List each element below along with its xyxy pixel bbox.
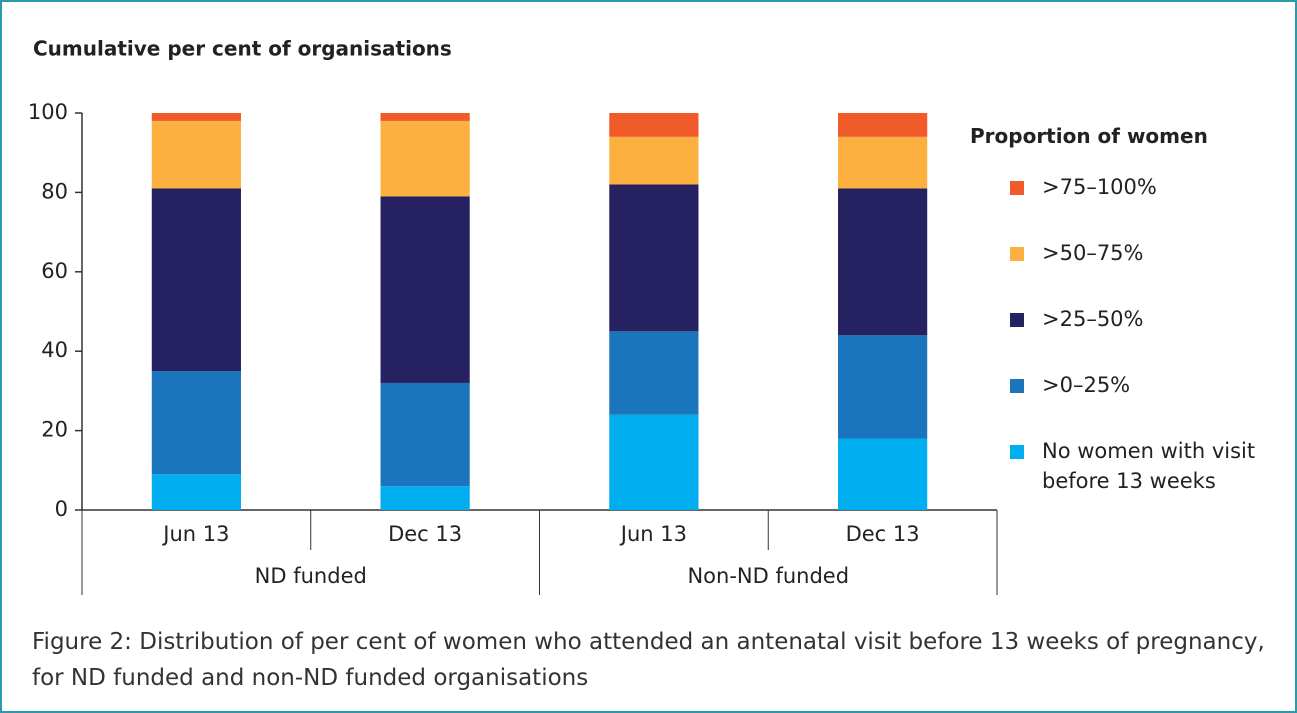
bar-segment (609, 113, 699, 137)
legend-swatch (1010, 247, 1024, 261)
legend-item: >75–100% (970, 172, 1220, 238)
bar-segment (838, 188, 928, 336)
bar-segment (838, 335, 928, 439)
group-label: Non-ND funded (687, 564, 849, 588)
legend-item: No women with visit before 13 weeks (970, 436, 1255, 502)
bar-segment (609, 136, 699, 185)
legend-label: No women with visit before 13 weeks (1042, 439, 1256, 493)
bar-segment (380, 486, 470, 510)
bar-segment (380, 120, 470, 197)
chart-title: Cumulative per cent of organisations (33, 37, 452, 61)
legend-swatch (1010, 181, 1024, 195)
legend-label: >0–25% (1042, 373, 1131, 397)
group-label: ND funded (255, 564, 367, 588)
legend-swatch (1010, 313, 1024, 327)
x-tick-label: Dec 13 (846, 522, 920, 546)
legend-swatch (1010, 379, 1024, 393)
legend-item: >25–50% (970, 304, 1220, 370)
y-tick-label: 100 (28, 100, 68, 124)
legend-label: >75–100% (1042, 175, 1157, 199)
legend-label: >50–75% (1042, 241, 1144, 265)
y-tick-label: 0 (55, 497, 68, 521)
bar-segment (838, 113, 928, 137)
bar-segment (380, 382, 470, 487)
bar-segment (151, 474, 241, 510)
bar-segment (151, 113, 241, 121)
bar-segment (151, 188, 241, 372)
bar-segment (380, 196, 470, 383)
legend-swatch (1010, 445, 1024, 459)
bar-segment (838, 136, 928, 189)
legend-title: Proportion of women (970, 124, 1208, 148)
bar-segment (380, 113, 470, 121)
legend-item: >50–75% (970, 238, 1220, 304)
y-tick-label: 80 (41, 179, 68, 203)
x-tick-label: Dec 13 (388, 522, 462, 546)
y-tick-label: 40 (41, 338, 68, 362)
x-tick-label: Jun 13 (619, 522, 687, 546)
legend-label: >25–50% (1042, 307, 1144, 331)
bar-segment (609, 331, 699, 415)
bar-segment (609, 184, 699, 332)
legend-item: >0–25% (970, 370, 1220, 436)
bar-segment (838, 438, 928, 510)
bar-segment (151, 371, 241, 475)
x-tick-label: Jun 13 (161, 522, 229, 546)
caption: Figure 2: Distribution of per cent of wo… (32, 629, 1265, 691)
y-tick-label: 60 (41, 259, 68, 283)
bar-segment (609, 414, 699, 510)
legend: Proportion of women >75–100% >50–75% >25–5… (970, 124, 1290, 502)
y-tick-label: 20 (41, 418, 68, 442)
bar-segment (151, 120, 241, 189)
